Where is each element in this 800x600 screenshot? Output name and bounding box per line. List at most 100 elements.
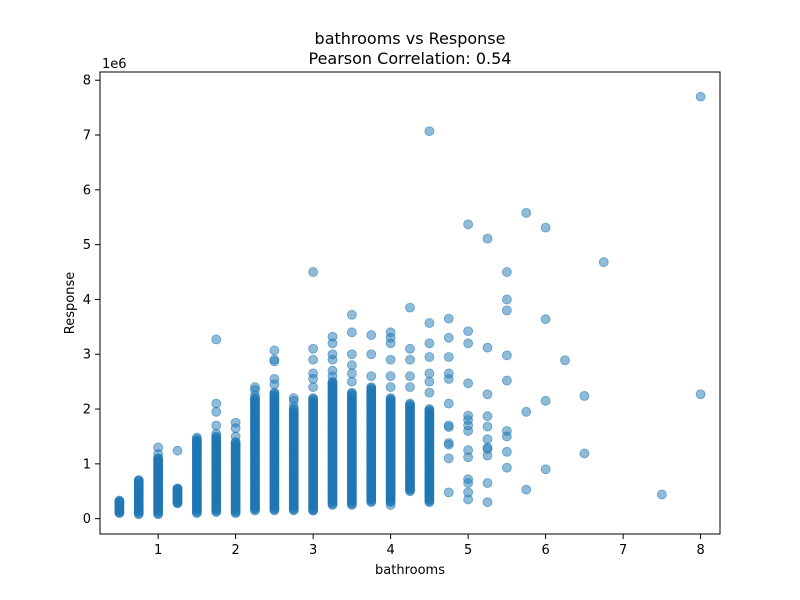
data-point — [424, 126, 435, 137]
data-point — [463, 338, 474, 349]
data-point — [346, 309, 357, 320]
data-point — [521, 406, 532, 417]
data-point — [463, 452, 474, 463]
data-point — [288, 401, 299, 412]
data-point — [501, 446, 512, 457]
data-point — [501, 294, 512, 305]
data-point — [385, 371, 396, 382]
data-point — [211, 398, 222, 409]
data-point — [482, 450, 493, 461]
data-point — [501, 375, 512, 386]
data-point — [405, 382, 415, 393]
data-point — [211, 420, 222, 431]
data-point — [443, 352, 454, 362]
data-point — [521, 207, 532, 218]
y-tick-label: 0 — [83, 512, 91, 527]
data-point — [269, 345, 280, 356]
data-point — [211, 406, 222, 417]
x-axis-label: bathrooms — [375, 563, 445, 578]
data-point — [346, 368, 357, 379]
data-point — [443, 332, 454, 343]
y-axis-multiplier: 1e6 — [102, 57, 127, 72]
data-point — [501, 305, 512, 316]
data-point — [346, 327, 357, 338]
data-point — [482, 434, 493, 445]
data-point — [695, 389, 706, 400]
x-tick-label: 4 — [386, 543, 394, 558]
data-point — [346, 349, 357, 360]
data-point — [540, 395, 551, 406]
data-point — [463, 378, 474, 389]
data-point — [308, 382, 319, 393]
data-point — [308, 393, 319, 403]
data-point — [501, 350, 512, 361]
data-point — [308, 343, 319, 354]
data-point — [424, 352, 435, 362]
data-point — [424, 368, 435, 379]
data-point — [405, 483, 415, 494]
y-tick-label: 4 — [83, 293, 91, 308]
data-point — [346, 360, 357, 371]
data-point — [405, 302, 415, 313]
x-tick-label: 5 — [464, 543, 472, 558]
data-point — [501, 267, 512, 277]
data-point — [211, 334, 222, 345]
x-tick-label: 6 — [541, 543, 549, 558]
y-tick-label: 3 — [83, 348, 91, 363]
data-point — [579, 390, 590, 401]
data-point — [521, 484, 532, 495]
data-point — [327, 354, 338, 365]
chart-subtitle: Pearson Correlation: 0.54 — [309, 49, 512, 68]
data-point — [385, 354, 396, 365]
data-point — [114, 507, 125, 517]
data-point — [172, 445, 183, 456]
data-point — [308, 373, 319, 384]
data-point — [482, 478, 493, 488]
data-point — [308, 267, 319, 277]
data-point — [269, 356, 280, 367]
data-point — [424, 318, 435, 328]
x-tick-label: 7 — [619, 543, 627, 558]
data-point — [656, 489, 667, 500]
data-point — [366, 382, 377, 393]
data-point — [501, 462, 512, 473]
data-point — [598, 257, 609, 268]
data-point — [405, 398, 415, 409]
y-axis-label: Response — [63, 272, 78, 334]
x-tick-label: 3 — [309, 543, 317, 558]
data-point — [424, 338, 435, 349]
data-point — [172, 497, 183, 508]
data-point — [560, 355, 570, 366]
data-point — [482, 497, 493, 508]
data-point — [230, 431, 241, 442]
data-point — [269, 379, 280, 390]
data-point — [230, 423, 241, 434]
chart-title: bathrooms vs Response — [315, 29, 506, 48]
data-point — [346, 376, 357, 387]
data-point — [482, 389, 493, 400]
data-point — [443, 373, 454, 384]
data-point — [114, 496, 125, 507]
x-tick-label: 8 — [696, 543, 704, 558]
data-point — [153, 453, 164, 464]
y-axis-ticks: 0 1 2 3 4 5 6 7 8 — [83, 74, 100, 527]
data-point — [269, 387, 280, 398]
data-point — [463, 494, 474, 505]
data-point — [366, 330, 377, 340]
data-point — [482, 342, 493, 353]
data-point — [405, 371, 415, 382]
data-point — [695, 91, 706, 102]
data-point — [385, 500, 396, 510]
data-point — [443, 422, 454, 433]
data-point — [211, 428, 222, 439]
y-tick-label: 7 — [83, 129, 91, 144]
data-point — [405, 354, 415, 365]
data-point — [366, 349, 377, 360]
data-point — [463, 426, 474, 436]
x-axis-ticks: 1 2 3 4 5 6 7 8 — [154, 534, 705, 558]
y-tick-label: 2 — [83, 403, 91, 418]
data-point — [463, 219, 474, 230]
data-point — [443, 453, 454, 464]
